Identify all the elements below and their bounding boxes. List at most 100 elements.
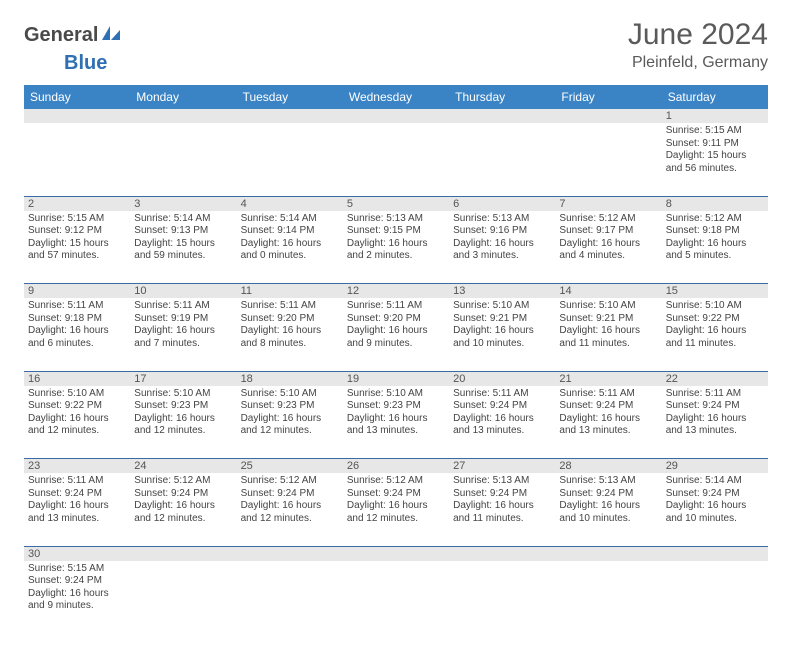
day-cell: Sunrise: 5:11 AMSunset: 9:20 PMDaylight:… xyxy=(343,298,449,371)
day-number xyxy=(343,109,449,123)
sunset-text: Sunset: 9:18 PM xyxy=(28,313,126,326)
day2-text: and 57 minutes. xyxy=(28,250,126,263)
day1-text: Daylight: 16 hours xyxy=(134,413,232,426)
day-cell: Sunrise: 5:11 AMSunset: 9:20 PMDaylight:… xyxy=(237,298,343,371)
sunrise-text: Sunrise: 5:11 AM xyxy=(453,388,551,401)
day2-text: and 2 minutes. xyxy=(347,250,445,263)
day-number xyxy=(449,546,555,561)
day-header: Wednesday xyxy=(343,85,449,109)
day2-text: and 13 minutes. xyxy=(559,425,657,438)
sunrise-text: Sunrise: 5:14 AM xyxy=(134,213,232,226)
sunset-text: Sunset: 9:22 PM xyxy=(666,313,764,326)
sunrise-text: Sunrise: 5:10 AM xyxy=(559,300,657,313)
day-cell: Sunrise: 5:10 AMSunset: 9:23 PMDaylight:… xyxy=(130,386,236,459)
sunset-text: Sunset: 9:18 PM xyxy=(666,225,764,238)
day-number: 5 xyxy=(343,196,449,211)
day2-text: and 12 minutes. xyxy=(134,425,232,438)
day-number: 18 xyxy=(237,371,343,386)
day-cell: Sunrise: 5:12 AMSunset: 9:17 PMDaylight:… xyxy=(555,211,661,284)
day1-text: Daylight: 15 hours xyxy=(28,238,126,251)
day2-text: and 12 minutes. xyxy=(241,513,339,526)
day-number: 8 xyxy=(662,196,768,211)
day1-text: Daylight: 15 hours xyxy=(666,150,764,163)
day-header: Tuesday xyxy=(237,85,343,109)
sunset-text: Sunset: 9:23 PM xyxy=(134,400,232,413)
sunrise-text: Sunrise: 5:11 AM xyxy=(347,300,445,313)
day-number: 7 xyxy=(555,196,661,211)
day-number-row: 9101112131415 xyxy=(24,284,768,299)
day1-text: Daylight: 16 hours xyxy=(134,500,232,513)
day-cell: Sunrise: 5:10 AMSunset: 9:22 PMDaylight:… xyxy=(24,386,130,459)
day-number: 9 xyxy=(24,284,130,299)
day-header: Friday xyxy=(555,85,661,109)
day2-text: and 5 minutes. xyxy=(666,250,764,263)
day-header-row: Sunday Monday Tuesday Wednesday Thursday… xyxy=(24,85,768,109)
day-cell: Sunrise: 5:12 AMSunset: 9:24 PMDaylight:… xyxy=(237,473,343,546)
day2-text: and 10 minutes. xyxy=(559,513,657,526)
day-number xyxy=(237,546,343,561)
day2-text: and 13 minutes. xyxy=(28,513,126,526)
day1-text: Daylight: 16 hours xyxy=(28,588,126,601)
sunset-text: Sunset: 9:20 PM xyxy=(241,313,339,326)
week-row: Sunrise: 5:11 AMSunset: 9:24 PMDaylight:… xyxy=(24,473,768,546)
day-cell xyxy=(555,123,661,196)
day2-text: and 11 minutes. xyxy=(559,338,657,351)
day-number: 19 xyxy=(343,371,449,386)
day-number xyxy=(237,109,343,123)
day-number: 1 xyxy=(662,109,768,123)
day-cell: Sunrise: 5:12 AMSunset: 9:24 PMDaylight:… xyxy=(343,473,449,546)
sunset-text: Sunset: 9:22 PM xyxy=(28,400,126,413)
day-cell: Sunrise: 5:14 AMSunset: 9:13 PMDaylight:… xyxy=(130,211,236,284)
day2-text: and 10 minutes. xyxy=(453,338,551,351)
day-header: Sunday xyxy=(24,85,130,109)
day-cell: Sunrise: 5:11 AMSunset: 9:24 PMDaylight:… xyxy=(449,386,555,459)
day-number xyxy=(555,109,661,123)
day1-text: Daylight: 16 hours xyxy=(666,238,764,251)
day1-text: Daylight: 16 hours xyxy=(28,325,126,338)
day-number xyxy=(662,546,768,561)
day1-text: Daylight: 16 hours xyxy=(347,325,445,338)
sunrise-text: Sunrise: 5:13 AM xyxy=(347,213,445,226)
day2-text: and 12 minutes. xyxy=(28,425,126,438)
sunset-text: Sunset: 9:11 PM xyxy=(666,138,764,151)
day-cell xyxy=(449,561,555,634)
day2-text: and 59 minutes. xyxy=(134,250,232,263)
day1-text: Daylight: 16 hours xyxy=(241,238,339,251)
day1-text: Daylight: 16 hours xyxy=(666,413,764,426)
day-cell xyxy=(662,561,768,634)
sunrise-text: Sunrise: 5:11 AM xyxy=(559,388,657,401)
day-cell: Sunrise: 5:12 AMSunset: 9:18 PMDaylight:… xyxy=(662,211,768,284)
location: Pleinfeld, Germany xyxy=(628,54,768,72)
sunrise-text: Sunrise: 5:10 AM xyxy=(134,388,232,401)
day-header: Monday xyxy=(130,85,236,109)
day-number xyxy=(130,109,236,123)
day-cell: Sunrise: 5:13 AMSunset: 9:24 PMDaylight:… xyxy=(555,473,661,546)
sunrise-text: Sunrise: 5:14 AM xyxy=(241,213,339,226)
day2-text: and 13 minutes. xyxy=(666,425,764,438)
day2-text: and 11 minutes. xyxy=(666,338,764,351)
sunset-text: Sunset: 9:24 PM xyxy=(134,488,232,501)
week-row: Sunrise: 5:10 AM Sunset: 9:22 PM Daylight:… xyxy=(24,386,768,459)
day-number-row: 2345678 xyxy=(24,196,768,211)
day1-text: Daylight: 16 hours xyxy=(453,238,551,251)
day-number: 6 xyxy=(449,196,555,211)
sunrise-text: Sunrise: 5:15 AM xyxy=(28,563,126,576)
day-number: 15 xyxy=(662,284,768,299)
sunset-text: Sunset: 9:15 PM xyxy=(347,225,445,238)
day-number: 3 xyxy=(130,196,236,211)
sunset-text: Sunset: 9:24 PM xyxy=(559,400,657,413)
day1-text: Daylight: 16 hours xyxy=(453,325,551,338)
day-number: 17 xyxy=(130,371,236,386)
day-cell xyxy=(130,123,236,196)
day-number: 11 xyxy=(237,284,343,299)
sunset-text: Sunset: 9:19 PM xyxy=(134,313,232,326)
sunset-text: Sunset: 9:23 PM xyxy=(347,400,445,413)
day-cell: Sunrise: 5:11 AMSunset: 9:24 PMDaylight:… xyxy=(662,386,768,459)
day-cell xyxy=(130,561,236,634)
sail-icon xyxy=(100,24,122,47)
day-cell: Sunrise: 5:15 AMSunset: 9:24 PMDaylight:… xyxy=(24,561,130,634)
day-number-row: 23242526272829 xyxy=(24,459,768,474)
day1-text: Daylight: 16 hours xyxy=(347,500,445,513)
logo: General xyxy=(24,24,122,47)
logo-text-general: General xyxy=(24,24,98,47)
